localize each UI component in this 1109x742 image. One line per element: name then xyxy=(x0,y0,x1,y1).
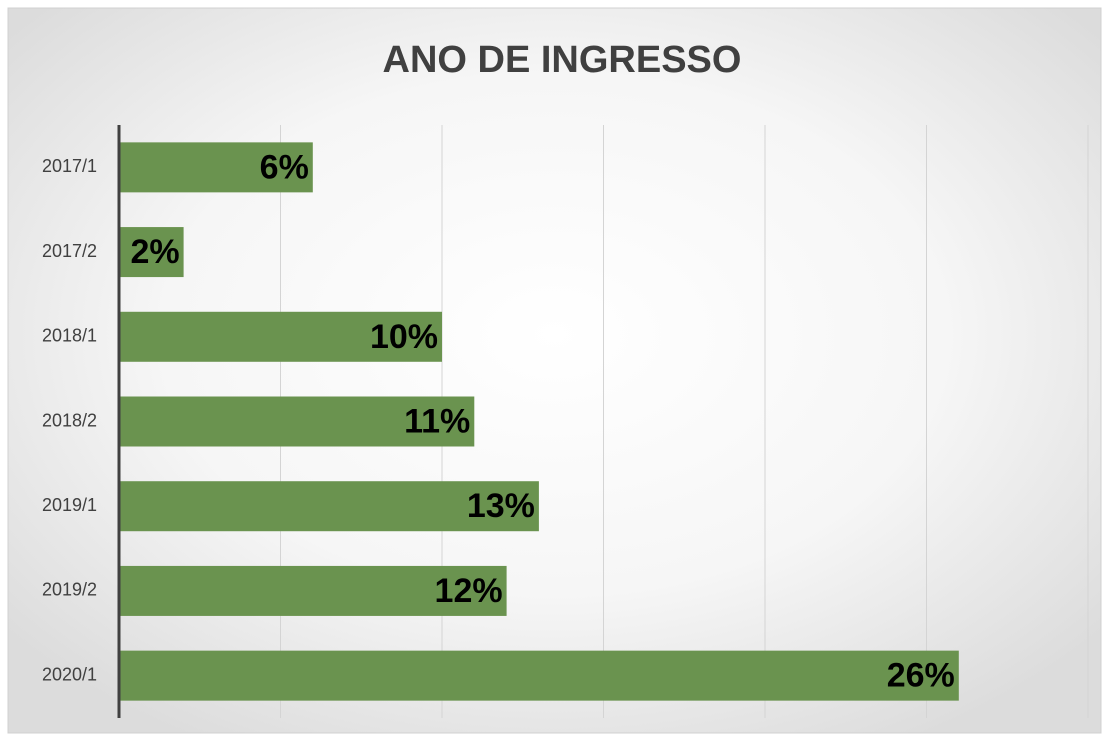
chart-title: ANO DE INGRESSO xyxy=(383,39,742,81)
data-label: 10% xyxy=(370,318,438,356)
data-label: 2% xyxy=(130,233,179,271)
chart-frame xyxy=(7,7,1102,734)
data-label: 13% xyxy=(467,487,535,525)
y-tick-label: 2020/1 xyxy=(42,664,97,684)
bar xyxy=(119,227,184,278)
bar xyxy=(119,565,507,616)
y-tick-label: 2018/1 xyxy=(42,326,97,346)
y-tick-label: 2017/1 xyxy=(42,156,97,176)
data-label: 11% xyxy=(404,402,470,440)
bar xyxy=(119,311,442,362)
data-label: 26% xyxy=(887,657,955,695)
data-label: 12% xyxy=(435,572,503,610)
y-tick-label: 2019/1 xyxy=(42,495,97,515)
bar xyxy=(119,481,539,532)
data-label: 6% xyxy=(260,148,309,186)
y-tick-label: 2019/2 xyxy=(42,580,97,600)
y-tick-label: 2018/2 xyxy=(42,410,97,430)
y-tick-label: 2017/2 xyxy=(42,241,97,261)
bar xyxy=(119,650,959,701)
bar xyxy=(119,142,313,193)
bar xyxy=(119,396,475,447)
